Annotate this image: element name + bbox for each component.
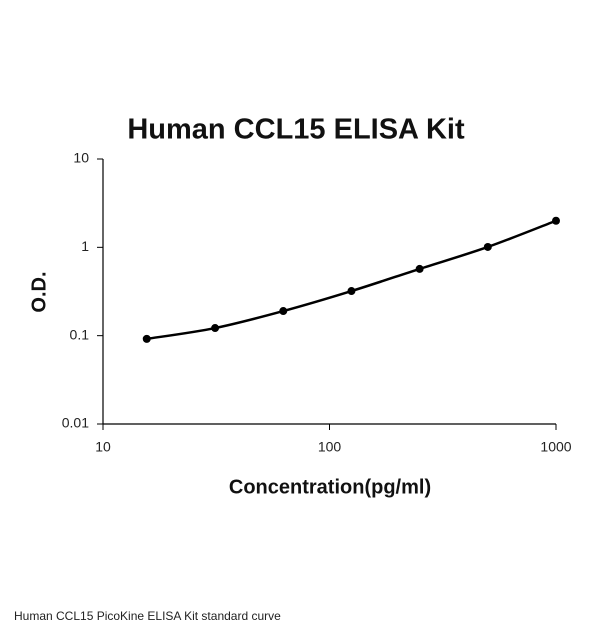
y-tick-label: 10 [73,150,89,166]
data-point [552,216,560,225]
y-tick-label: 1 [81,238,89,254]
data-point [279,307,288,316]
x-axis-label: Concentration(pg/ml) [229,476,431,498]
y-tick-label: 0.1 [70,326,90,342]
chart-title: Human CCL15 ELISA Kit [127,114,465,146]
data-point [483,242,492,251]
y-tick-label: 0.01 [62,415,89,431]
x-tick-label: 100 [318,439,342,455]
data-point [142,334,151,343]
data-point [211,324,220,333]
data-point [347,287,356,296]
x-tick-label: 1000 [540,439,571,455]
series-line [146,219,557,341]
caption: Human CCL15 PicoKine ELISA Kit standard … [14,609,281,623]
data-point [415,264,424,273]
x-tick-label: 10 [95,439,111,455]
y-axis-label: O.D. [28,271,50,312]
